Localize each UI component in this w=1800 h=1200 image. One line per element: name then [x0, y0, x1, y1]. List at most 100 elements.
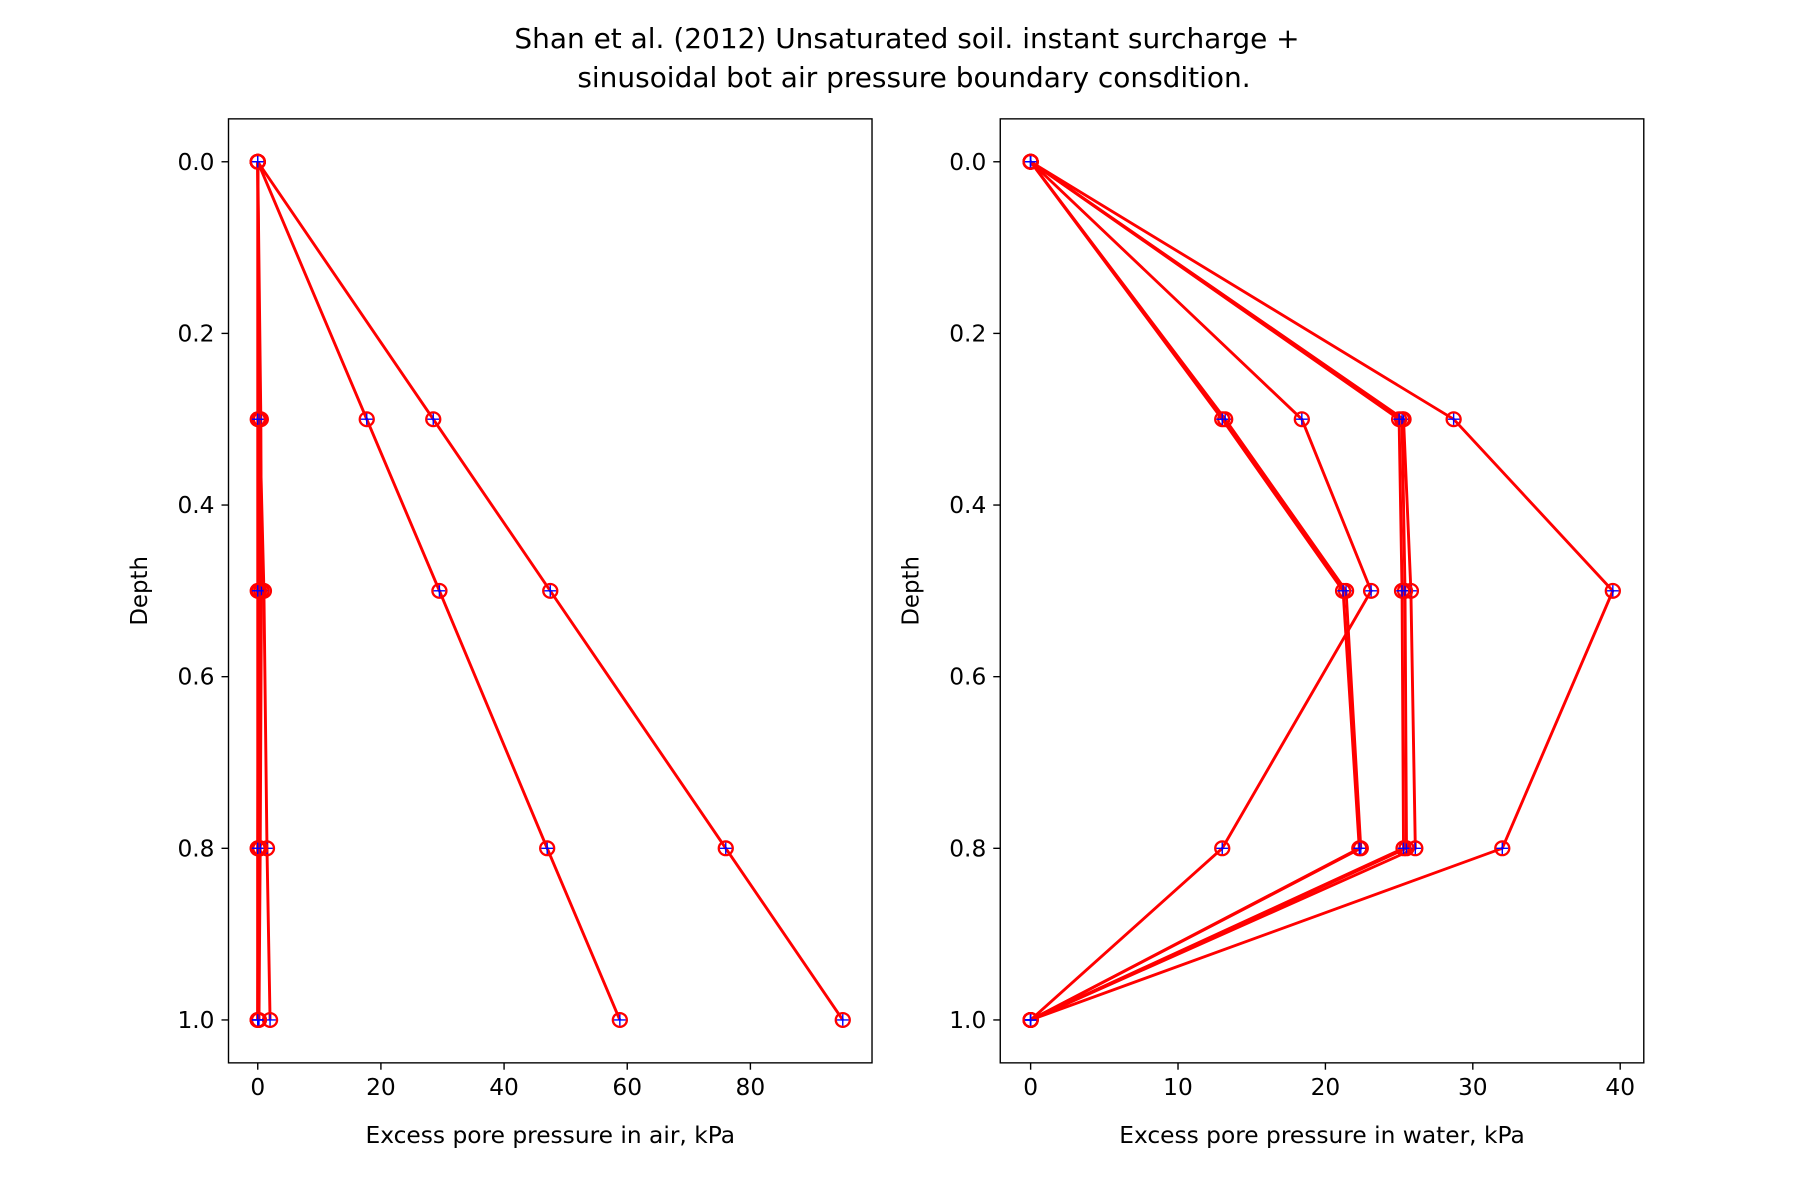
marker	[1351, 840, 1368, 857]
marker	[249, 582, 266, 599]
marker-plus	[1607, 585, 1619, 597]
marker	[1214, 411, 1231, 428]
marker-plus	[1216, 413, 1229, 425]
x-tick-label: 20	[1311, 1075, 1341, 1101]
title-line: sinusoidal bot air pressure boundary con…	[577, 61, 1250, 94]
marker-circle	[249, 1011, 266, 1028]
marker-plus	[614, 1014, 626, 1026]
marker-circle	[611, 1011, 629, 1028]
marker	[249, 1011, 266, 1028]
y-tick-label: 0.0	[177, 150, 214, 176]
marker-circle	[1214, 411, 1231, 428]
marker-plus	[1397, 842, 1410, 855]
marker	[431, 582, 448, 599]
marker-plus	[433, 585, 446, 597]
marker-circle	[1604, 582, 1621, 599]
x-tick-label: 40	[1605, 1075, 1635, 1101]
marker-circle	[1445, 411, 1462, 428]
y-tick-label: 0.8	[949, 837, 986, 863]
marker	[542, 582, 559, 599]
x-tick-label: 0	[1023, 1075, 1038, 1101]
x-tick-label: 20	[366, 1075, 396, 1101]
marker	[1494, 840, 1511, 857]
marker	[358, 411, 375, 428]
marker-plus	[719, 842, 732, 855]
marker-plus	[541, 842, 554, 855]
marker-plus	[1393, 413, 1405, 425]
marker	[1022, 153, 1039, 170]
marker	[1445, 411, 1462, 428]
marker-circle	[1393, 582, 1411, 599]
marker-plus	[544, 585, 557, 597]
y-axis-label: Depth	[127, 556, 153, 626]
y-tick-label: 0.4	[177, 493, 214, 519]
marker-plus	[1216, 842, 1229, 855]
marker-plus	[251, 842, 264, 855]
marker	[1395, 840, 1412, 857]
marker-circle	[717, 840, 734, 857]
marker	[1393, 582, 1411, 599]
plot-frame	[999, 118, 1645, 1064]
marker-circle	[539, 840, 556, 857]
marker	[425, 411, 442, 428]
y-tick-label: 0.0	[949, 150, 986, 176]
x-axis-label: Excess pore pressure in water, kPa	[1119, 1123, 1525, 1149]
marker	[1022, 1011, 1039, 1028]
marker	[611, 1011, 629, 1028]
plot-frame	[227, 118, 873, 1064]
y-axis-label: Depth	[898, 556, 924, 626]
x-tick-label: 0	[250, 1075, 265, 1101]
x-tick-label: 60	[612, 1075, 642, 1101]
marker-plus	[251, 156, 264, 168]
marker	[1334, 582, 1352, 599]
marker	[717, 840, 734, 857]
x-tick-label: 30	[1458, 1075, 1488, 1101]
marker-circle	[1293, 411, 1310, 428]
series-line	[1029, 160, 1417, 1022]
marker-circle	[1390, 411, 1408, 428]
y-tick-label: 0.2	[949, 322, 986, 348]
marker	[539, 840, 556, 857]
marker-plus	[251, 585, 264, 597]
marker-circle	[249, 153, 266, 170]
marker-plus	[1024, 1014, 1037, 1026]
marker-plus	[1447, 413, 1460, 425]
y-tick-label: 0.4	[949, 493, 986, 519]
title-line: Shan et al. (2012) Unsaturated soil. ins…	[514, 22, 1299, 55]
marker-plus	[1337, 585, 1349, 597]
marker	[249, 840, 266, 857]
marker-circle	[1022, 1011, 1039, 1028]
x-tick-label: 40	[489, 1075, 519, 1101]
marker	[1293, 411, 1310, 428]
marker-plus	[251, 413, 264, 425]
marker-plus	[251, 1014, 264, 1026]
marker-plus	[1396, 585, 1408, 597]
marker-plus	[1296, 413, 1308, 425]
marker-circle	[1214, 840, 1231, 857]
marker-circle	[1395, 840, 1412, 857]
marker	[1362, 582, 1380, 599]
marker-plus	[836, 1014, 849, 1026]
marker-plus	[1496, 842, 1509, 855]
marker-circle	[542, 582, 559, 599]
marker-circle	[834, 1011, 851, 1028]
marker-plus	[427, 413, 440, 425]
y-tick-label: 0.8	[177, 837, 214, 863]
marker-circle	[1494, 840, 1511, 857]
marker-circle	[358, 411, 375, 428]
y-tick-label: 1.0	[949, 1008, 986, 1034]
y-tick-label: 0.6	[949, 665, 986, 691]
marker-circle	[249, 840, 266, 857]
marker	[1390, 411, 1408, 428]
marker-circle	[1022, 153, 1039, 170]
marker	[834, 1011, 851, 1028]
marker-plus	[360, 413, 373, 425]
marker-plus	[1365, 585, 1377, 597]
marker-plus	[1024, 156, 1037, 168]
y-tick-label: 0.6	[177, 665, 214, 691]
marker	[249, 411, 266, 428]
marker	[1214, 840, 1231, 857]
y-tick-label: 0.2	[177, 322, 214, 348]
